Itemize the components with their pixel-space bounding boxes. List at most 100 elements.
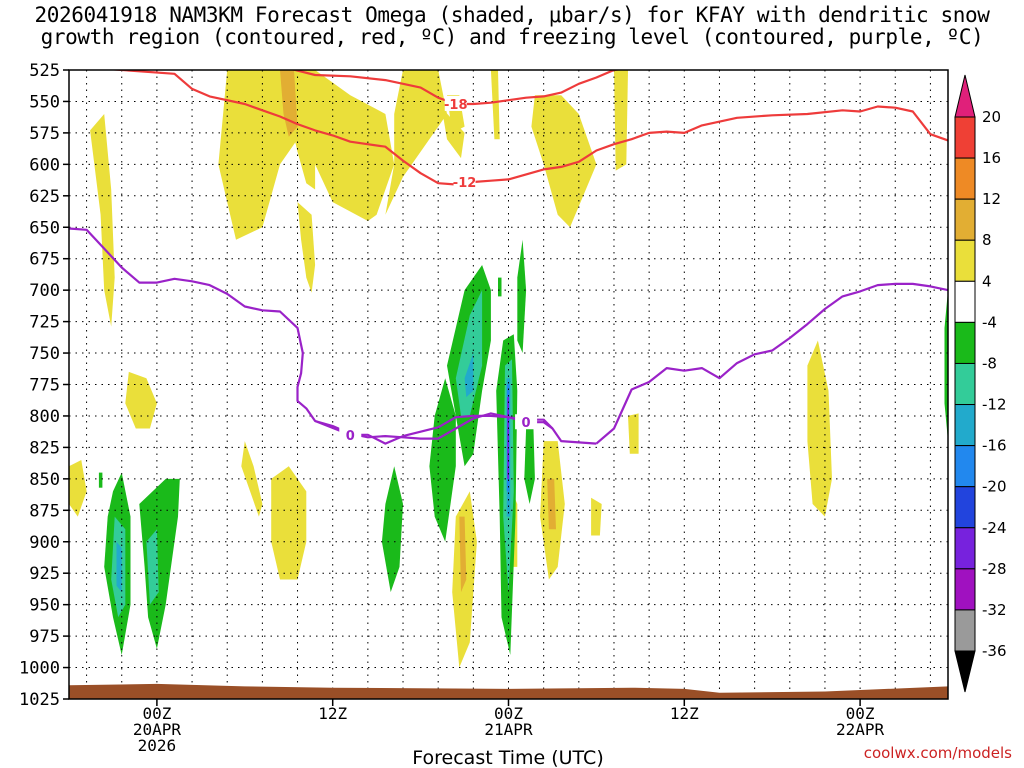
omega-region-29 (381, 466, 403, 593)
x-tick-label-3-0: 12Z (670, 704, 699, 723)
colorbar-segment-6 (954, 362, 976, 406)
contour-label-minus18: -18 (444, 98, 468, 113)
colorbar-label-9: -20 (982, 478, 1007, 496)
y-tick-label-975: 975 (29, 627, 60, 647)
y-tick-label-900: 900 (29, 533, 60, 553)
y-tick-label-1025: 1025 (19, 690, 60, 710)
contours: -18 -12 0 0 (69, 70, 948, 445)
colorbar-segment-1 (954, 157, 976, 200)
contour-label-minus12-bg (453, 173, 476, 189)
colorbar-label-10: -24 (982, 519, 1007, 537)
colorbar-segment-3 (954, 239, 976, 282)
contour-minus12 (106, 70, 948, 186)
y-tick-label-675: 675 (29, 250, 60, 270)
omega-region-27 (146, 529, 159, 605)
grid-lines (69, 70, 948, 699)
contour-label-zero-a: 0 (346, 429, 355, 444)
colorbar-segment-0 (954, 116, 976, 159)
y-tick-label-700: 700 (29, 281, 60, 301)
x-tick-label-0-0: 00Z (142, 704, 171, 723)
x-tick-label-2-0: 00Z (494, 704, 523, 723)
colorbar-label-6: -8 (982, 354, 997, 372)
omega-region-28 (98, 472, 103, 488)
omega-region-9 (614, 70, 628, 171)
omega-region-1 (218, 70, 395, 240)
y-tick-label-625: 625 (29, 187, 60, 207)
omega-region-42 (944, 290, 948, 442)
chart-title: 2026041918 NAM3KM Forecast Omega (shaded… (0, 4, 1024, 48)
omega-region-0 (90, 114, 115, 327)
omega-region-21 (628, 413, 639, 454)
ground-surface (69, 683, 948, 699)
colorbar-segment-11 (954, 568, 976, 611)
y-tick-label-850: 850 (29, 470, 60, 490)
colorbar-label-8: -16 (982, 437, 1007, 455)
y-tick-label-650: 650 (29, 218, 60, 238)
y-tick-label-575: 575 (29, 124, 60, 144)
y-tick-label-925: 925 (29, 564, 60, 584)
y-tick-label-525: 525 (29, 61, 60, 81)
colorbar-label-4: 4 (982, 272, 992, 290)
title-line-2: growth region (contoured, red, ºC) and f… (40, 25, 984, 49)
x-tick-label-4-0: 00Z (846, 704, 875, 723)
y-tick-label-800: 800 (29, 407, 60, 427)
y-tick-label-750: 750 (29, 344, 60, 364)
omega-region-7 (490, 70, 500, 140)
x-tick-label-0-2: 2026 (138, 736, 177, 755)
omega-region-5 (385, 70, 447, 215)
colorbar-label-3: 8 (982, 231, 992, 249)
omega-region-26 (139, 478, 180, 649)
omega-region-12 (69, 460, 87, 517)
colorbar-label-5: -4 (982, 313, 997, 331)
omega-region-3 (280, 70, 298, 137)
contour-label-zero-b-bg (515, 414, 538, 430)
y-tick-label-725: 725 (29, 313, 60, 333)
omega-region-25 (116, 541, 122, 593)
x-tick-label-0-1: 20APR (133, 720, 182, 739)
colorbar-segment-4 (954, 280, 976, 323)
omega-shading (69, 70, 948, 668)
omega-region-4 (297, 202, 316, 293)
colorbar-label-7: -12 (982, 396, 1007, 414)
omega-region-11 (125, 371, 157, 429)
y-tick-label-550: 550 (29, 92, 60, 112)
y-tick-label-875: 875 (29, 501, 60, 521)
colorbar-segment-10 (954, 527, 976, 570)
contour-label-zero-a-bg (339, 426, 362, 442)
colorbar-bottom-arrow (954, 650, 976, 693)
colorbar-label-0: 20 (982, 108, 1001, 126)
colorbar-segment-9 (954, 486, 976, 529)
colorbar-segment-2 (954, 198, 976, 241)
omega-region-40 (498, 277, 502, 297)
contour-label-minus12: -12 (453, 176, 477, 191)
credit-link[interactable]: coolwx.com/models (864, 744, 1012, 762)
colorbar-label-12: -32 (982, 601, 1007, 619)
y-tick-label-775: 775 (29, 376, 60, 396)
colorbar-segment-12 (954, 609, 976, 652)
colorbar-segment-8 (954, 445, 976, 488)
x-tick-label-4-1: 22APR (836, 720, 885, 739)
omega-region-30 (429, 378, 456, 542)
colorbar-top-arrow (954, 74, 976, 118)
colorbar-segment-5 (954, 321, 976, 364)
y-tick-label-950: 950 (29, 596, 60, 616)
contour-label-minus18-bg (444, 95, 467, 111)
omega-region-32 (455, 290, 483, 416)
colorbar-label-13: -36 (982, 642, 1007, 660)
colorbar: 20 16 12 8 4 -4 -8 -12 -16 -20 -24 -28 -32 -36 (954, 74, 1007, 693)
x-tick-label-1-0: 12Z (318, 704, 347, 723)
omega-region-22 (807, 340, 832, 517)
omega-region-19 (547, 478, 556, 530)
title-line-1: 2026041918 NAM3KM Forecast Omega (shaded… (34, 3, 990, 27)
ground-fill (69, 683, 948, 699)
omega-region-8 (531, 95, 597, 228)
colorbar-segment-7 (954, 404, 976, 447)
y-tick-label-825: 825 (29, 438, 60, 458)
contour-label-zero-b: 0 (522, 416, 531, 431)
y-tick-label-1000: 1000 (19, 659, 60, 679)
omega-region-39 (517, 239, 527, 353)
contour-freezing-b (595, 282, 948, 445)
omega-region-16 (459, 516, 467, 593)
